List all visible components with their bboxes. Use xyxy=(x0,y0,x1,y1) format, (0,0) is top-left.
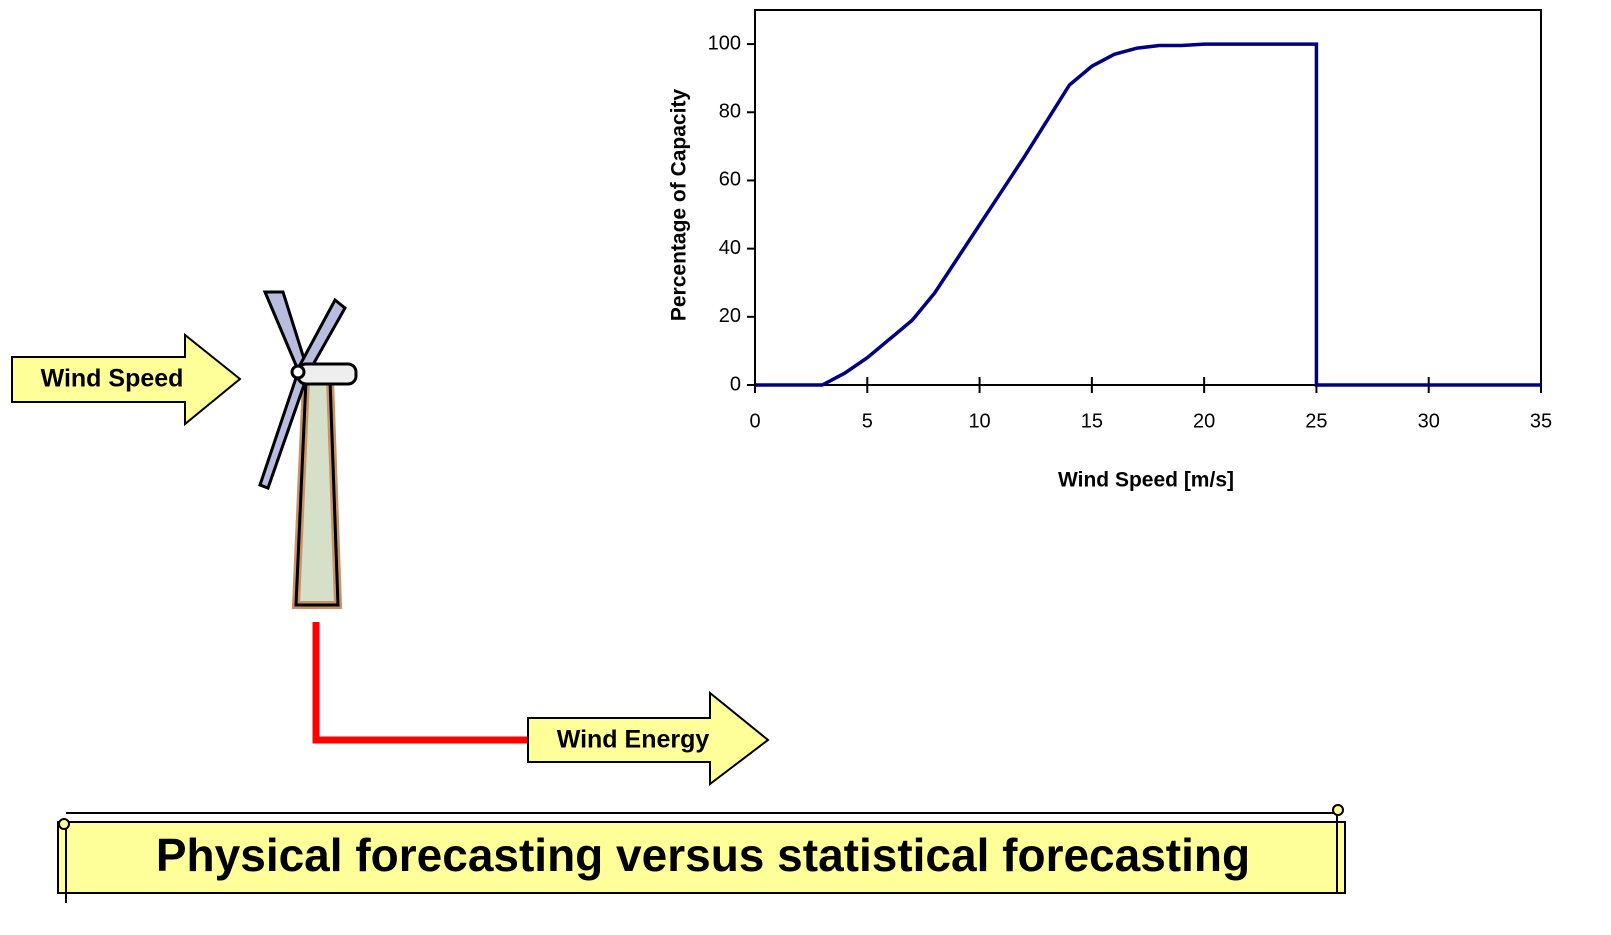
input-arrow xyxy=(11,332,242,427)
output-label: Wind Energy xyxy=(557,726,710,754)
connector xyxy=(312,622,530,744)
x-tick-label: 0 xyxy=(749,410,760,432)
plot-frame xyxy=(754,9,1542,386)
x-tick-label: 30 xyxy=(1418,410,1440,432)
x-tick-label: 35 xyxy=(1530,410,1552,432)
input-label: Wind Speed xyxy=(41,365,184,393)
y-tick-label: 20 xyxy=(719,305,741,327)
y-tick-label: 40 xyxy=(719,237,741,259)
x-tick-label: 10 xyxy=(968,410,990,432)
output-arrow xyxy=(527,690,770,787)
y-tick-label: 100 xyxy=(708,32,741,54)
x-axis-title: Wind Speed [m/s] xyxy=(1058,469,1234,492)
wind-turbine xyxy=(258,290,358,609)
x-tick-label: 15 xyxy=(1081,410,1103,432)
y-tick-label: 0 xyxy=(730,373,741,395)
y-tick-label: 80 xyxy=(719,101,741,123)
banner xyxy=(57,804,1346,903)
x-tick-label: 5 xyxy=(862,410,873,432)
y-axis-title: Percentage of Capacity xyxy=(668,89,691,322)
x-tick-label: 25 xyxy=(1305,410,1327,432)
series-line xyxy=(755,42,1541,387)
x-tick-label: 20 xyxy=(1193,410,1215,432)
banner-text: Physical forecasting versus statistical … xyxy=(156,829,1250,881)
y-tick-label: 60 xyxy=(719,169,741,191)
